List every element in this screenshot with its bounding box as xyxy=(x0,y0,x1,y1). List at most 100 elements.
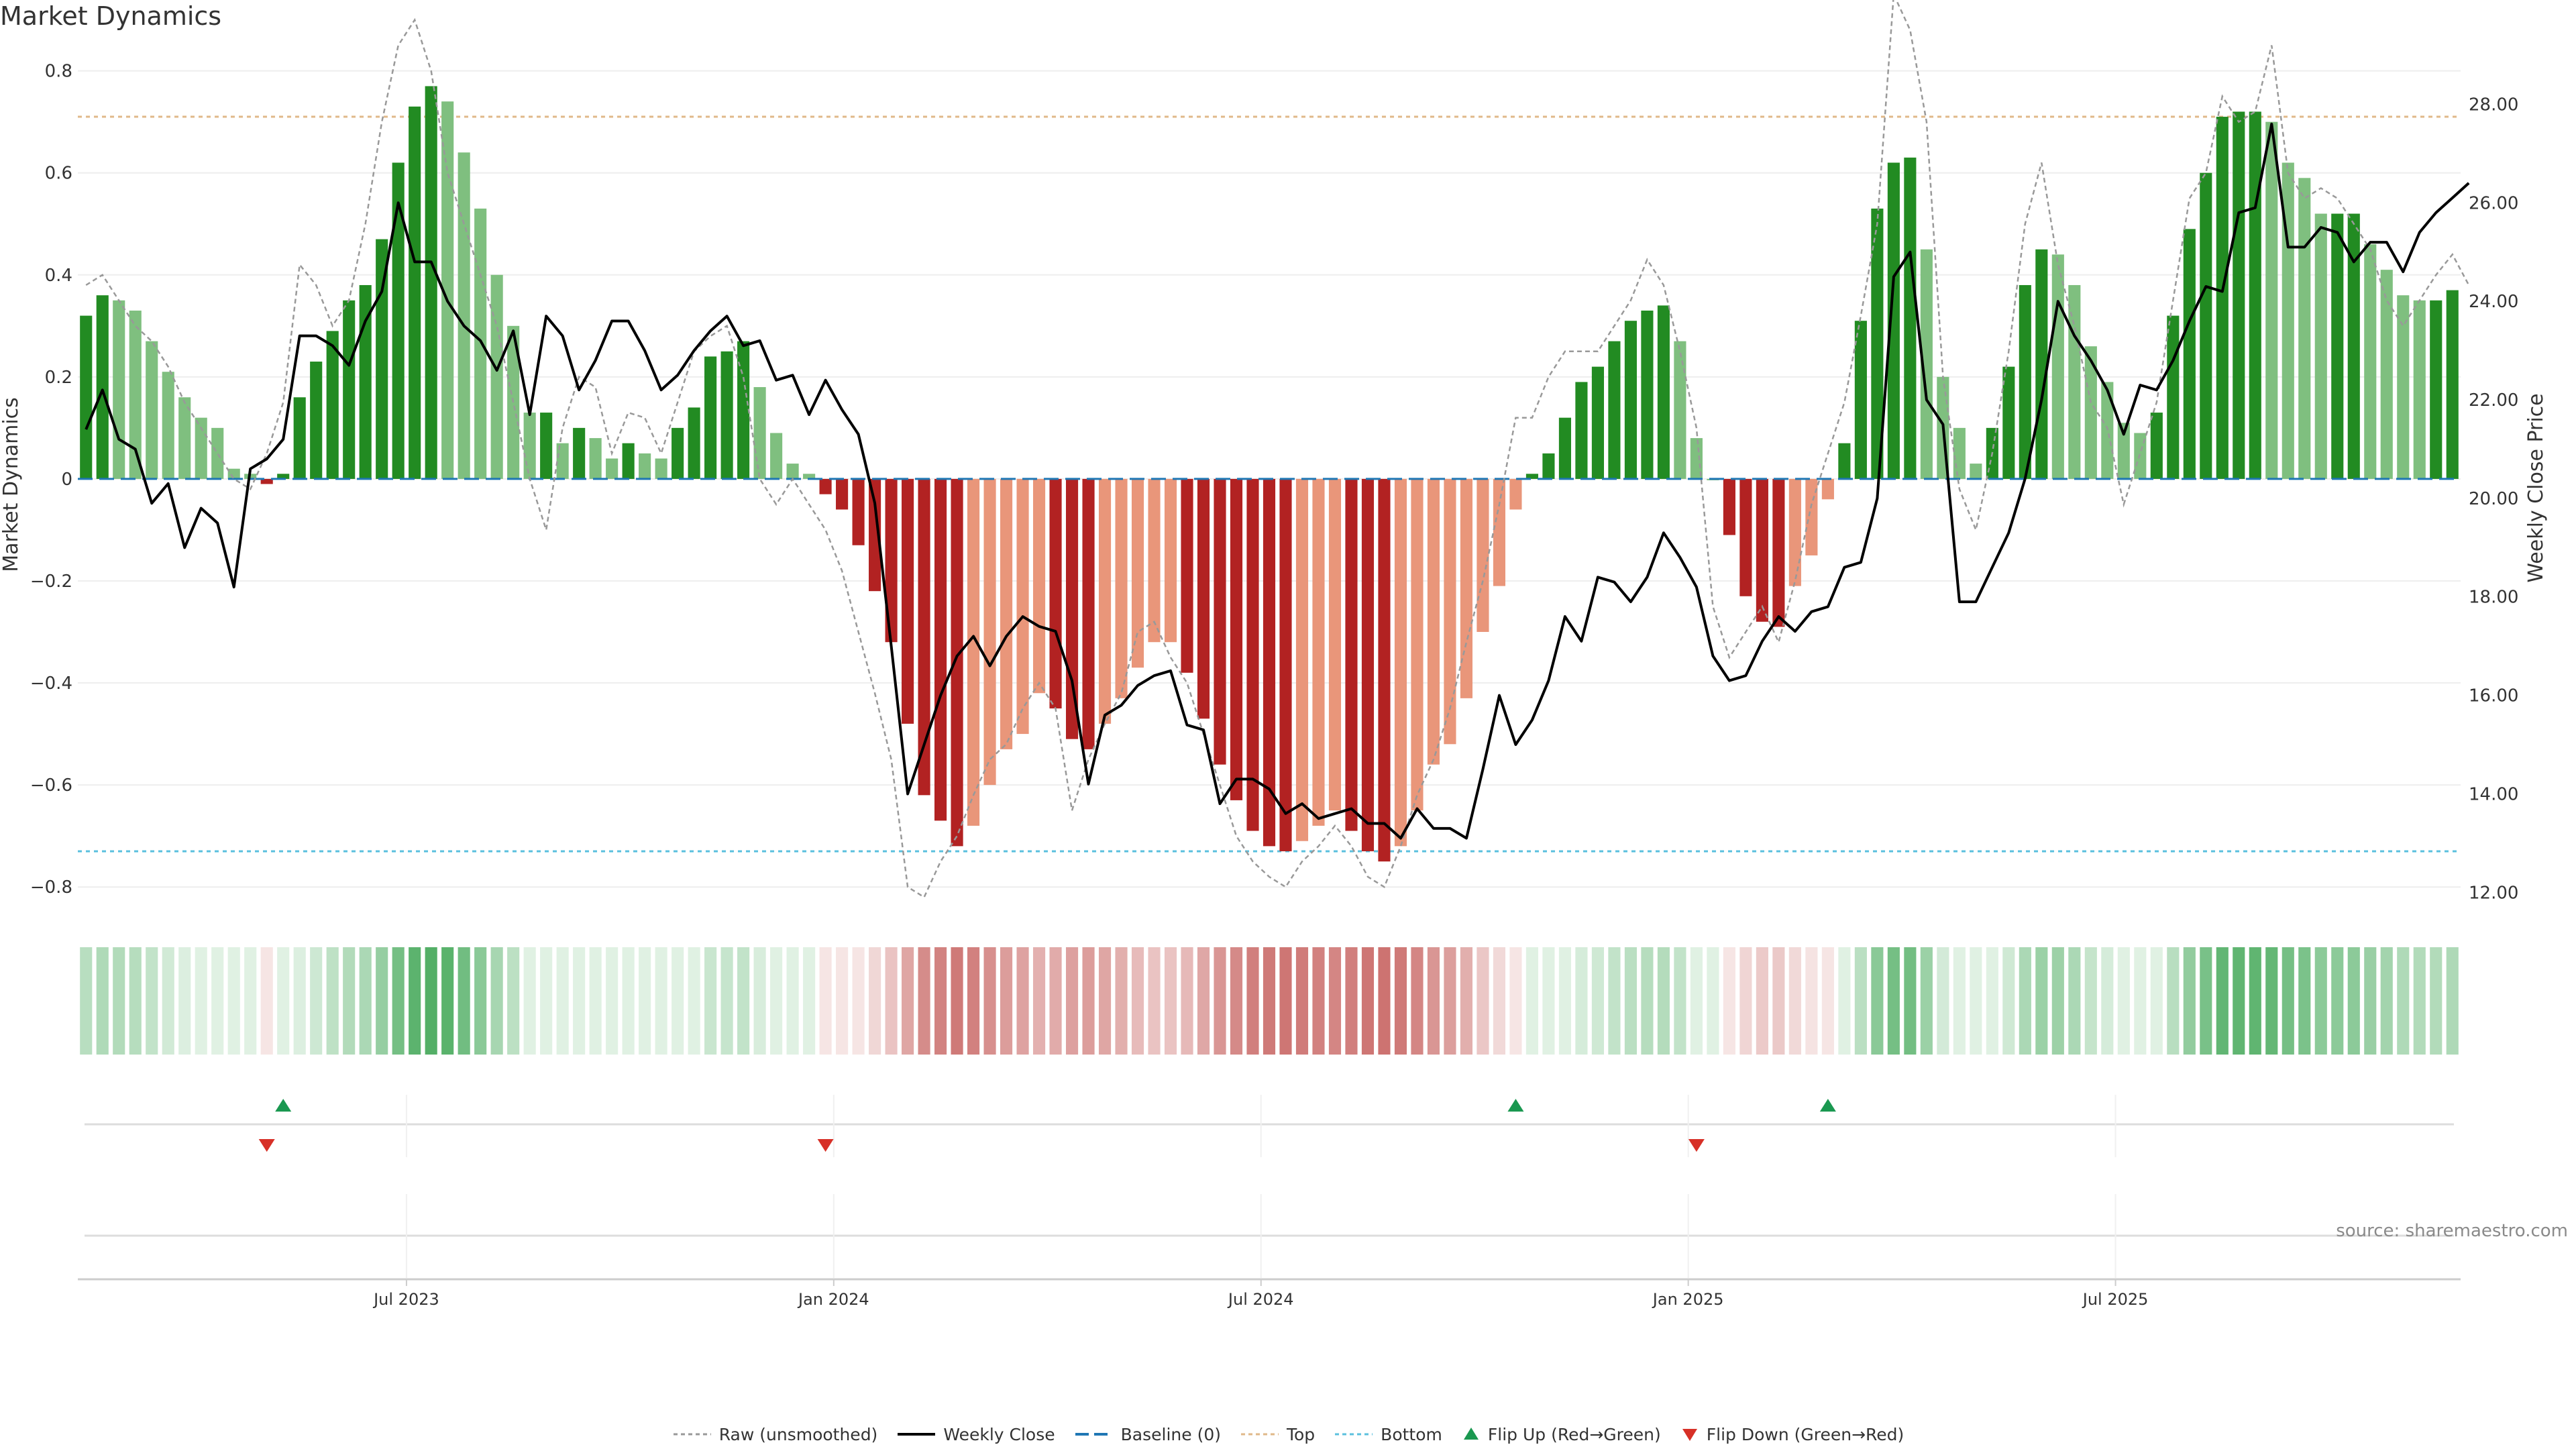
dynamics-bar xyxy=(2347,213,2360,479)
heat-cell xyxy=(1641,947,1654,1055)
heat-cell xyxy=(606,947,619,1055)
x-tick-label: Jul 2024 xyxy=(1227,1290,1294,1309)
heat-cell xyxy=(244,947,257,1055)
dynamics-bar xyxy=(310,362,323,479)
dynamics-bar xyxy=(1920,249,1933,479)
dynamics-bar xyxy=(622,443,635,479)
dynamics-bar xyxy=(2084,346,2097,479)
dynamics-bar xyxy=(1558,417,1572,479)
dynamics-bar xyxy=(1148,478,1161,643)
dynamics-bar xyxy=(1674,341,1686,479)
dynamics-bars xyxy=(80,86,2459,862)
x-tick-label: Jul 2025 xyxy=(2082,1290,2149,1309)
legend-swatch xyxy=(898,1433,936,1436)
legend-item: Baseline (0) xyxy=(1074,1425,1221,1444)
heat-cell xyxy=(1838,947,1851,1055)
heat-cell xyxy=(1871,947,1884,1055)
heat-cell xyxy=(392,947,405,1055)
heat-cell xyxy=(1444,947,1456,1055)
heat-cell xyxy=(1723,947,1735,1055)
heat-cell xyxy=(2068,947,2081,1055)
dynamics-bar xyxy=(1953,427,1966,479)
heat-cell xyxy=(1181,947,1193,1055)
heat-cell xyxy=(1854,947,1867,1055)
heat-cell xyxy=(622,947,635,1055)
dynamics-bar xyxy=(2183,229,2196,479)
heat-cell xyxy=(1279,947,1292,1055)
dynamics-bar xyxy=(885,478,898,643)
dynamics-bar xyxy=(1821,478,1834,500)
heat-cell xyxy=(704,947,717,1055)
heat-cell xyxy=(146,947,158,1055)
dynamics-bar xyxy=(1739,478,1752,596)
dynamics-bar xyxy=(1641,310,1654,479)
dynamics-bar xyxy=(2233,111,2245,479)
heat-cell xyxy=(2233,947,2245,1055)
dynamics-bar xyxy=(902,478,914,724)
chart-legend: Raw (unsmoothed) Weekly Close Baseline (0)… xyxy=(0,1421,2576,1448)
legend-swatch xyxy=(1463,1428,1479,1440)
heat-cell xyxy=(80,947,93,1055)
heat-cell xyxy=(1674,947,1686,1055)
heat-cell xyxy=(359,947,372,1055)
heat-cell xyxy=(573,947,586,1055)
dynamics-bar xyxy=(2430,300,2443,479)
dynamics-bar xyxy=(1657,305,1670,479)
dynamics-bar xyxy=(458,152,470,479)
y-tick-label: 0.8 xyxy=(45,62,72,82)
dynamics-bar xyxy=(227,468,240,479)
y-tick-label: 0 xyxy=(61,470,72,490)
heat-cell xyxy=(1657,947,1670,1055)
heat-cell xyxy=(655,947,667,1055)
dynamics-bar xyxy=(1131,478,1144,668)
heat-cell xyxy=(1690,947,1703,1055)
legend-label: Bottom xyxy=(1381,1424,1442,1444)
dynamics-bar xyxy=(688,407,700,479)
x-tick-label: Jul 2023 xyxy=(372,1290,439,1309)
heat-cell xyxy=(1887,947,1900,1055)
heat-cell xyxy=(589,947,602,1055)
dynamics-bar xyxy=(1394,478,1407,847)
dynamics-bar xyxy=(704,356,717,479)
dynamics-bar xyxy=(293,397,306,479)
dynamics-bar xyxy=(211,427,224,479)
dynamics-bar xyxy=(326,331,339,479)
y2-tick-label: 16.00 xyxy=(2469,686,2518,706)
heat-cell xyxy=(1904,947,1917,1055)
dynamics-bar xyxy=(2314,213,2327,479)
dynamics-bar xyxy=(1871,208,1884,479)
heat-cell xyxy=(1509,947,1522,1055)
dynamics-bar xyxy=(1887,162,1900,479)
heat-cell xyxy=(490,947,503,1055)
dynamics-bar xyxy=(2150,413,2163,479)
heat-cell xyxy=(1197,947,1210,1055)
dynamics-bar xyxy=(2068,284,2081,479)
heat-cell xyxy=(441,947,454,1055)
heat-cell xyxy=(2430,947,2443,1055)
y2-tick-label: 22.00 xyxy=(2469,390,2518,411)
dynamics-bar xyxy=(2167,315,2180,479)
heat-cell xyxy=(967,947,980,1055)
dynamics-bar xyxy=(1246,478,1259,831)
heat-cell xyxy=(2265,947,2278,1055)
legend-item: Weekly Close xyxy=(896,1425,1055,1444)
heat-cell xyxy=(1230,947,1243,1055)
heat-cell xyxy=(458,947,470,1055)
dynamics-bar xyxy=(2413,300,2426,479)
heat-cell xyxy=(951,947,963,1055)
dynamics-bar xyxy=(1624,321,1637,479)
heat-cell xyxy=(1328,947,1342,1055)
raw-series-line xyxy=(85,0,2470,899)
dynamics-bar xyxy=(2117,423,2130,479)
heat-cell xyxy=(1821,947,1834,1055)
heat-cell xyxy=(885,947,898,1055)
heat-cell xyxy=(737,947,750,1055)
dynamics-bar xyxy=(113,300,125,479)
dynamics-bar xyxy=(803,474,816,479)
heat-cell xyxy=(1542,947,1555,1055)
heat-cell xyxy=(1986,947,1998,1055)
dynamics-bar xyxy=(655,458,667,479)
dynamics-bar xyxy=(1542,453,1555,479)
heat-cell xyxy=(918,947,930,1055)
